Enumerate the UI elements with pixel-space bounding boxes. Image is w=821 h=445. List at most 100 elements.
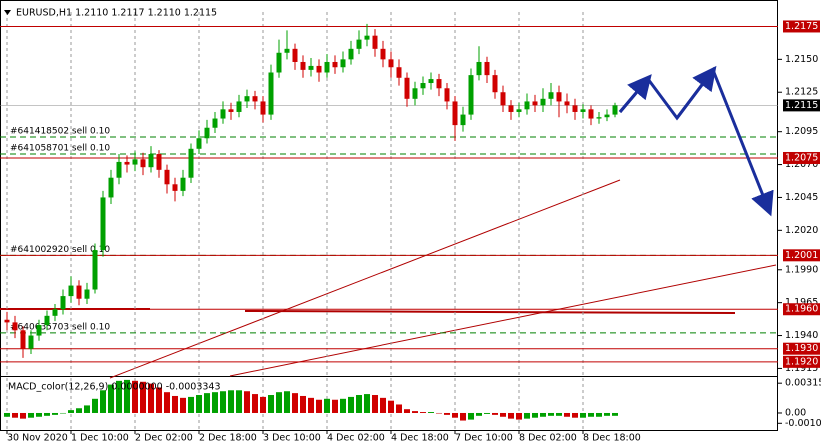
candle-body	[172, 184, 178, 191]
histogram-bar	[500, 412, 506, 417]
histogram-bar	[548, 412, 554, 416]
candle-body	[380, 48, 386, 60]
candle-body	[12, 322, 18, 331]
candle-body	[116, 161, 122, 178]
histogram-bar	[164, 392, 170, 413]
candle-body	[220, 109, 226, 119]
x-tick-label: 4 Dec 02:00	[327, 433, 385, 444]
histogram-bar	[372, 395, 378, 413]
candle-body	[556, 92, 562, 102]
price-label: 1.2115	[785, 100, 818, 111]
level-box	[783, 151, 820, 164]
candle-body	[540, 98, 546, 106]
histogram-bar	[492, 412, 498, 415]
menu-triangle	[4, 10, 11, 15]
histogram-bar	[412, 411, 418, 413]
candle-body	[604, 114, 610, 118]
candle-body	[508, 105, 514, 112]
candle-body	[484, 61, 490, 76]
candle-body	[132, 159, 138, 165]
candle-body	[324, 61, 330, 73]
candle-body	[332, 61, 338, 68]
level-box	[783, 20, 820, 33]
order-label: #640635703 sell 0.10	[10, 322, 110, 332]
x-tick-label: 3 Dec 10:00	[263, 433, 321, 444]
candle-body	[476, 61, 482, 76]
y-tick-label: -0.00109	[785, 418, 821, 429]
y-tick-label: 1.1915	[785, 363, 818, 374]
histogram-bar	[476, 412, 482, 416]
candle-body	[60, 296, 66, 310]
histogram-bar	[612, 412, 618, 416]
histogram-bar	[380, 397, 386, 413]
histogram-bar	[316, 399, 322, 413]
level-label: 1.2175	[785, 21, 818, 32]
histogram-bar	[140, 381, 146, 413]
candle-body	[140, 159, 146, 168]
candle-body	[92, 250, 98, 290]
level-label: 1.1920	[785, 356, 818, 367]
histogram-bar	[436, 412, 442, 414]
candle-body	[524, 101, 530, 110]
y-tick-label: 1.1940	[785, 330, 818, 341]
trendline	[229, 264, 777, 377]
indicator-title: MACD_color(12,26,9) 0.0000000 -0.0003343	[8, 382, 221, 393]
candle-body	[500, 92, 506, 106]
candle-body	[76, 285, 82, 299]
candle-body	[612, 105, 618, 115]
histogram-bar	[212, 392, 218, 413]
histogram-bar	[324, 398, 330, 413]
candle-body	[100, 197, 106, 251]
histogram-bar	[252, 394, 258, 413]
y-tick-label: 1.2045	[785, 192, 818, 203]
histogram-bar	[12, 412, 18, 418]
candle-body	[228, 109, 234, 112]
order-label: #641418502 sell 0.10	[10, 126, 110, 136]
candle-body	[420, 83, 426, 89]
candle-body	[300, 61, 306, 70]
x-tick-label: 4 Dec 18:00	[391, 433, 449, 444]
candle-body	[564, 101, 570, 106]
histogram-bar	[356, 395, 362, 413]
histogram-bar	[388, 400, 394, 413]
histogram-bar	[180, 397, 186, 413]
histogram-bar	[76, 408, 82, 413]
histogram-bar	[188, 396, 194, 413]
candle-body	[52, 309, 58, 316]
candle-body	[436, 79, 442, 89]
y-tick-label: 1.2020	[785, 225, 818, 236]
histogram-bar	[52, 412, 58, 415]
histogram-bar	[148, 383, 154, 413]
histogram-bar	[92, 398, 98, 413]
histogram-bar	[268, 395, 274, 413]
y-tick-label: 1.1990	[785, 264, 818, 275]
histogram-bar	[332, 399, 338, 413]
histogram-bar	[228, 390, 234, 413]
candle-body	[364, 35, 370, 40]
histogram-bar	[452, 412, 458, 418]
x-tick-label: 1 Dec 10:00	[71, 433, 129, 444]
histogram-bar	[68, 410, 74, 413]
candle-body	[148, 154, 154, 168]
histogram-bar	[396, 404, 402, 413]
histogram-bar	[236, 390, 242, 413]
candle-body	[284, 48, 290, 53]
histogram-bar	[340, 398, 346, 413]
candle-body	[580, 109, 586, 112]
candle-body	[348, 48, 354, 60]
histogram-bar	[444, 412, 450, 415]
candle-body	[84, 289, 90, 299]
histogram-bar	[564, 412, 570, 417]
histogram-bar	[284, 391, 290, 413]
histogram-bar	[540, 412, 546, 417]
candle-body	[180, 177, 186, 191]
histogram-bar	[100, 390, 106, 413]
histogram-bar	[4, 412, 10, 417]
candle-body	[260, 101, 266, 115]
price-panel: #641418502 sell 0.10 #641058701 sell 0.10…	[0, 12, 818, 434]
histogram-bar	[484, 412, 490, 414]
macd-panel: 0.003152 0.00-0.00109	[4, 378, 821, 429]
histogram-bar	[292, 393, 298, 413]
candle-body	[188, 148, 194, 178]
